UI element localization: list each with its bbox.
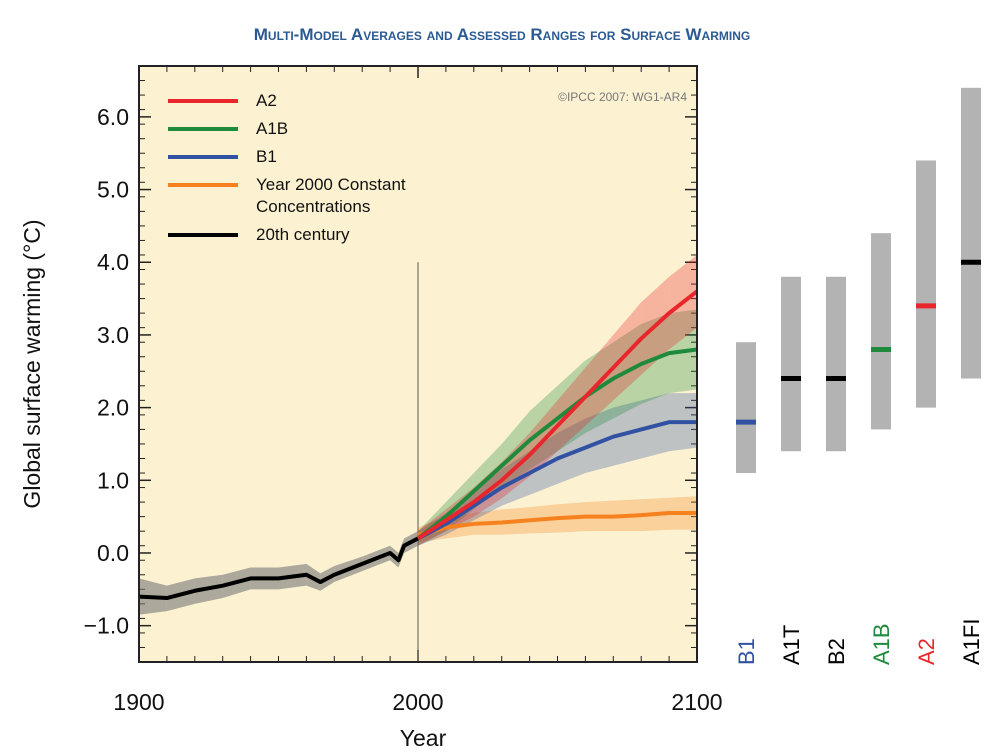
range-bar [781,276,801,452]
y-tick-label: −1.0 [84,613,129,639]
legend-label: B1 [256,147,277,166]
range-label: A1B [869,623,894,665]
series-line [416,289,699,541]
legend-swatch [168,99,238,103]
range-label: B1 [734,638,759,665]
range-label: A1T [779,625,804,665]
y-tick-label: 4.0 [97,249,129,275]
legend-swatch [168,183,238,187]
series-line [416,347,698,541]
y-tick-label: 2.0 [97,395,129,421]
y-tick-label: 1.0 [97,467,129,493]
legend-item: 20th century [168,224,456,246]
range-bar [826,276,846,452]
y-tick-label: 6.0 [97,104,129,130]
legend-label: A2 [256,91,277,110]
range-label: A1FI [959,619,984,665]
plot-frame [138,65,698,663]
range-bar [916,160,936,408]
legend-swatch [168,233,238,237]
range-bar [871,233,891,430]
legend-item: A1B [168,118,456,140]
series-line [138,536,419,601]
y-tick-label: 3.0 [97,322,129,348]
x-axis-label: Year [400,725,447,751]
legend-label: A1B [256,119,289,138]
legend-item: A2 [168,90,456,112]
x-tick-label: 2100 [671,689,722,715]
legend-swatch [168,127,238,131]
legend: A2 A1B B1 Year 2000 Constant Concentrations… [168,90,456,252]
y-tick-label: 0.0 [97,540,129,566]
range-bar [961,87,981,379]
series-line [417,511,697,537]
range-bar [736,342,756,474]
x-tick-label: 1900 [113,689,164,715]
y-tick-label: 5.0 [97,177,129,203]
legend-item: Year 2000 Constant Concentrations [168,174,456,218]
legend-label: Year 2000 Constant Concentrations [256,175,406,216]
legend-label: 20th century [256,225,350,244]
annotation: ©IPCC 2007: WG1-AR4 [558,90,687,104]
range-label: A2 [914,638,939,665]
x-tick-label: 2000 [392,689,443,715]
series-line [417,420,697,541]
legend-item: B1 [168,146,456,168]
chart-title: Multi-Model Averages and Assessed Ranges… [254,25,750,44]
range-label: B2 [824,638,849,665]
uncertainty-band [501,411,530,488]
legend-swatch [168,155,238,159]
y-axis-label: Global surface warming (°C) [19,219,45,508]
